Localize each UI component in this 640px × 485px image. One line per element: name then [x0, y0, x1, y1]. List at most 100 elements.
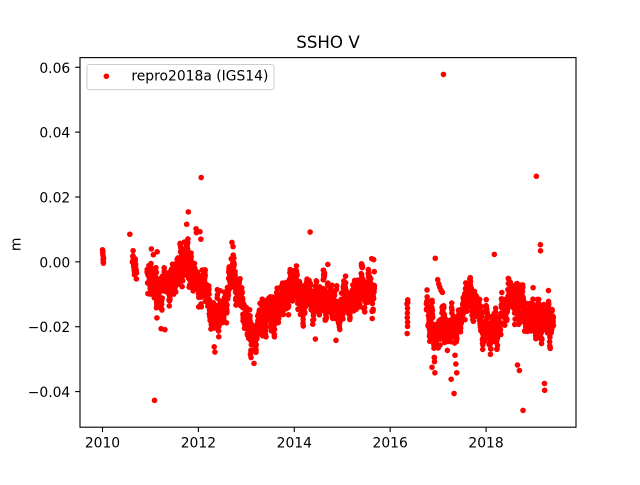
data-point [546, 338, 553, 345]
data-point [275, 315, 282, 321]
data-point [271, 326, 278, 333]
data-point [462, 316, 468, 323]
data-point [448, 300, 455, 306]
data-point [453, 361, 459, 367]
data-point [229, 239, 235, 246]
data-point [342, 280, 349, 286]
data-point [432, 255, 439, 262]
data-point [404, 330, 410, 337]
data-point [537, 241, 544, 248]
data-point [312, 336, 319, 342]
data-point [132, 261, 139, 268]
data-point [130, 247, 136, 254]
data-point [154, 249, 160, 255]
data-point [370, 256, 377, 263]
y-tick-label: 0.04 [39, 126, 70, 142]
data-point [342, 273, 349, 279]
data-point [452, 352, 458, 359]
data-point [333, 337, 339, 344]
data-point [285, 302, 292, 309]
data-point [223, 320, 230, 326]
data-point [449, 307, 455, 313]
data-point [550, 322, 557, 329]
data-point [185, 209, 192, 215]
data-point [541, 380, 548, 387]
data-point [309, 321, 316, 327]
data-point [253, 346, 259, 353]
data-point [370, 295, 377, 302]
data-point [159, 307, 165, 313]
data-point [301, 310, 308, 317]
legend-label: repro2018a (IGS14) [131, 69, 268, 85]
data-point [437, 342, 443, 348]
data-point [535, 296, 542, 303]
data-point [307, 229, 313, 235]
data-point [441, 304, 447, 311]
data-point [432, 369, 438, 376]
data-point [539, 336, 545, 343]
data-point [498, 331, 504, 338]
data-point [501, 322, 508, 329]
data-point [404, 310, 411, 316]
data-point [307, 282, 314, 289]
data-point [325, 261, 331, 268]
data-point [442, 316, 449, 323]
data-point [538, 329, 545, 336]
data-point [206, 286, 212, 293]
data-point [179, 278, 186, 284]
data-point [453, 369, 460, 376]
y-tick-label: 0.02 [39, 190, 70, 206]
data-point [154, 315, 160, 321]
data-point [404, 314, 411, 321]
data-point [239, 290, 245, 296]
data-point [499, 289, 505, 296]
data-point [431, 358, 438, 365]
data-point [294, 272, 300, 278]
y-axis-label: m [8, 238, 24, 252]
data-point [369, 300, 376, 307]
data-point [166, 303, 173, 309]
data-point [478, 303, 484, 310]
x-tick-label: 2012 [181, 436, 216, 452]
data-point [132, 256, 139, 262]
data-point [424, 287, 430, 293]
data-point [359, 264, 366, 271]
data-point [331, 292, 338, 299]
data-point [323, 314, 330, 321]
y-tick-label: −0.02 [28, 320, 71, 336]
data-point [211, 344, 218, 350]
legend-frame [86, 64, 275, 91]
data-point [333, 283, 340, 289]
data-point [545, 301, 552, 308]
data-point [520, 407, 526, 414]
data-point [550, 314, 557, 320]
data-point [340, 316, 346, 322]
legend-marker-icon [103, 73, 110, 80]
plot-title: SSHO V [296, 33, 360, 52]
data-point [158, 301, 165, 308]
data-point [356, 301, 363, 308]
data-point [181, 272, 187, 278]
data-point [404, 305, 411, 312]
data-point [251, 360, 257, 367]
data-point [537, 248, 544, 254]
data-point [238, 284, 245, 291]
data-point [530, 296, 536, 302]
data-point [100, 255, 107, 261]
data-point [206, 296, 213, 303]
data-point [127, 231, 133, 238]
data-point [530, 284, 536, 291]
data-point [162, 326, 168, 333]
y-tick-label: 0.06 [39, 61, 70, 77]
x-tick-label: 2010 [85, 436, 120, 452]
data-point [429, 314, 436, 321]
data-point [549, 307, 555, 314]
data-point [520, 297, 527, 303]
data-point [479, 346, 486, 353]
data-point [476, 296, 483, 303]
data-point [198, 303, 205, 310]
data-point [483, 296, 490, 303]
data-point [194, 269, 201, 276]
data-point [100, 248, 106, 254]
